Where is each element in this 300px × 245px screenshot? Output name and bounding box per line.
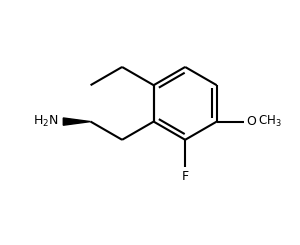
Text: CH$_3$: CH$_3$ bbox=[258, 114, 281, 129]
Text: O: O bbox=[246, 115, 256, 128]
Polygon shape bbox=[63, 118, 91, 125]
Text: H$_2$N: H$_2$N bbox=[33, 114, 59, 129]
Text: F: F bbox=[182, 170, 189, 183]
